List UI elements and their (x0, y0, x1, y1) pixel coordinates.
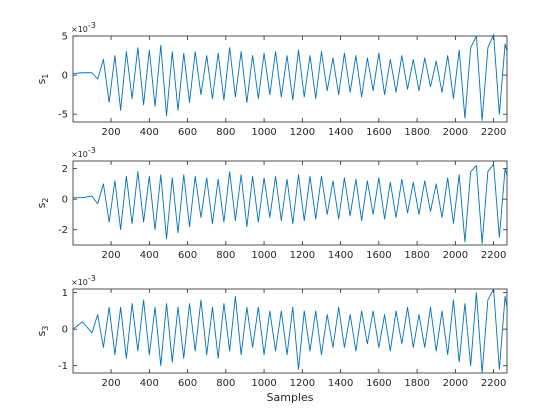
x-tick-label: 1800 (404, 250, 429, 261)
x-tick-label: 400 (140, 250, 159, 261)
x-tick-label: 1000 (251, 250, 276, 261)
y-tick-label: -1 (58, 361, 68, 372)
x-tick-label: 600 (178, 378, 197, 389)
x-tick-label: 2200 (481, 127, 506, 138)
series-line-3-1 (72, 288, 508, 374)
x-tick-label: 1000 (251, 378, 276, 389)
x-tick-label: 1600 (366, 250, 391, 261)
y-tick-label: 0 (62, 195, 68, 206)
x-axis-label: Samples (267, 391, 314, 404)
x-tick-label: 1400 (328, 378, 353, 389)
x-tick-label: 1600 (366, 378, 391, 389)
x-tick-label: 2000 (443, 378, 468, 389)
x-tick-label: 1400 (328, 250, 353, 261)
x-tick-label: 2000 (443, 250, 468, 261)
x-tick-label: 2200 (481, 250, 506, 261)
x-tick-label: 1400 (328, 127, 353, 138)
x-tick-label: 600 (178, 250, 197, 261)
subplot-3: 200 400 600 800 1000 1200 1400 1600 1800 2000 2200… (35, 274, 508, 404)
x-tick-label: 200 (102, 250, 121, 261)
subplot-1: 200 400 600 800 1000 1200 1400 1600 1800 2000 2200… (35, 21, 508, 138)
y-multiplier: ×10-3 (71, 146, 96, 159)
x-tick-label: 2200 (481, 378, 506, 389)
x-tick-label: 1200 (290, 250, 315, 261)
series-line-2-1 (73, 163, 508, 244)
x-tick-label: 1200 (290, 378, 315, 389)
x-tick-label: 1800 (404, 378, 429, 389)
x-tick-label: 200 (102, 127, 121, 138)
x-tick-label: 400 (140, 127, 159, 138)
x-tick-label: 800 (216, 127, 235, 138)
y-multiplier: ×10-3 (71, 21, 96, 34)
x-tick-label: 200 (102, 378, 121, 389)
y-tick-label: 0 (62, 71, 68, 82)
x-tick-label: 2000 (443, 127, 468, 138)
y-tick-label: -2 (58, 225, 68, 236)
x-tick-label: 600 (178, 127, 197, 138)
x-tick-label: 1800 (404, 127, 429, 138)
x-tick-label: 1200 (290, 127, 315, 138)
y-axis-label: s3 (35, 326, 50, 337)
x-tick-label: 400 (140, 378, 159, 389)
y-multiplier: ×10-3 (71, 274, 96, 287)
y-tick-label: 2 (62, 164, 68, 175)
series-line-1-1 (72, 33, 508, 121)
y-tick-label: 5 (62, 32, 68, 43)
y-tick-label: -5 (58, 110, 68, 121)
x-tick-label: 800 (216, 250, 235, 261)
y-tick-label: 1 (62, 288, 68, 299)
y-axis-label: s1 (35, 74, 50, 85)
subplot-2: 200 400 600 800 1000 1200 1400 1600 1800 2000 2200… (35, 146, 508, 261)
y-axis-label: s2 (35, 198, 50, 209)
x-tick-label: 1600 (366, 127, 391, 138)
x-tick-label: 800 (216, 378, 235, 389)
y-tick-label: 0 (62, 325, 68, 336)
x-tick-label: 1000 (251, 127, 276, 138)
